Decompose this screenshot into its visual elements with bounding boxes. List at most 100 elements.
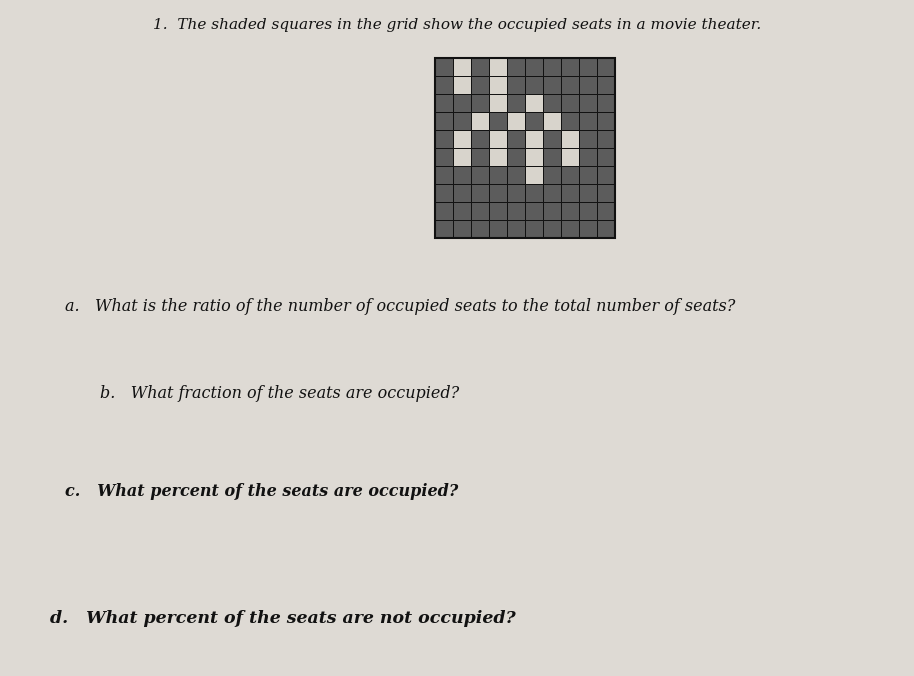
Bar <box>525 148 543 166</box>
Bar <box>507 220 525 238</box>
Bar <box>597 184 615 202</box>
Text: d.   What percent of the seats are not occupied?: d. What percent of the seats are not occ… <box>50 610 515 627</box>
Bar <box>471 202 489 220</box>
Bar <box>489 148 507 166</box>
Bar <box>489 220 507 238</box>
Text: 1.  The shaded squares in the grid show the occupied seats in a movie theater.: 1. The shaded squares in the grid show t… <box>153 18 761 32</box>
Bar <box>435 184 453 202</box>
Bar <box>579 130 597 148</box>
Bar <box>453 94 471 112</box>
Bar <box>579 166 597 184</box>
Bar <box>543 130 561 148</box>
Bar <box>435 220 453 238</box>
Bar <box>543 94 561 112</box>
Bar <box>525 184 543 202</box>
Bar <box>453 58 471 76</box>
Bar <box>525 94 543 112</box>
Bar <box>507 166 525 184</box>
Bar <box>489 76 507 94</box>
Bar <box>597 58 615 76</box>
Bar <box>597 112 615 130</box>
Bar <box>579 148 597 166</box>
Bar <box>597 166 615 184</box>
Bar <box>453 130 471 148</box>
Bar <box>597 202 615 220</box>
Bar <box>489 58 507 76</box>
Bar <box>543 184 561 202</box>
Bar <box>471 130 489 148</box>
Bar <box>435 94 453 112</box>
Bar <box>435 130 453 148</box>
Bar <box>579 76 597 94</box>
Bar <box>543 58 561 76</box>
Bar <box>543 202 561 220</box>
Bar <box>453 76 471 94</box>
Bar <box>561 94 579 112</box>
Bar <box>597 220 615 238</box>
Bar <box>543 148 561 166</box>
Bar <box>597 148 615 166</box>
Bar <box>453 166 471 184</box>
Bar <box>471 220 489 238</box>
Bar <box>507 130 525 148</box>
Bar <box>561 166 579 184</box>
Bar <box>579 112 597 130</box>
Bar <box>561 148 579 166</box>
Bar <box>453 184 471 202</box>
Bar <box>579 58 597 76</box>
Bar <box>453 148 471 166</box>
Bar <box>579 94 597 112</box>
Bar <box>435 112 453 130</box>
Bar <box>435 148 453 166</box>
Bar <box>489 112 507 130</box>
Bar <box>561 76 579 94</box>
Bar <box>579 184 597 202</box>
Bar <box>597 130 615 148</box>
Bar <box>543 112 561 130</box>
Bar <box>543 166 561 184</box>
Bar <box>507 94 525 112</box>
Bar <box>471 94 489 112</box>
Bar <box>543 220 561 238</box>
Bar <box>507 184 525 202</box>
Bar <box>489 130 507 148</box>
Bar <box>525 130 543 148</box>
Bar <box>471 166 489 184</box>
Bar <box>453 112 471 130</box>
Bar <box>561 58 579 76</box>
Bar <box>471 148 489 166</box>
Bar <box>435 166 453 184</box>
Bar <box>435 58 615 238</box>
Bar <box>525 166 543 184</box>
Text: b.   What fraction of the seats are occupied?: b. What fraction of the seats are occupi… <box>100 385 459 402</box>
Bar <box>471 184 489 202</box>
Text: c.   What percent of the seats are occupied?: c. What percent of the seats are occupie… <box>65 483 458 500</box>
Bar <box>507 148 525 166</box>
Bar <box>525 58 543 76</box>
Bar <box>561 202 579 220</box>
Bar <box>453 220 471 238</box>
Bar <box>471 76 489 94</box>
Bar <box>435 76 453 94</box>
Bar <box>597 94 615 112</box>
Bar <box>471 112 489 130</box>
Bar <box>489 94 507 112</box>
Bar <box>525 76 543 94</box>
Text: a.   What is the ratio of the number of occupied seats to the total number of se: a. What is the ratio of the number of oc… <box>65 298 736 315</box>
Bar <box>489 202 507 220</box>
Bar <box>525 112 543 130</box>
Bar <box>507 112 525 130</box>
Bar <box>597 76 615 94</box>
Bar <box>435 58 453 76</box>
Bar <box>525 220 543 238</box>
Bar <box>543 76 561 94</box>
Bar <box>489 184 507 202</box>
Bar <box>507 202 525 220</box>
Bar <box>579 202 597 220</box>
Bar <box>435 202 453 220</box>
Bar <box>525 202 543 220</box>
Bar <box>561 130 579 148</box>
Bar <box>453 202 471 220</box>
Bar <box>561 112 579 130</box>
Bar <box>489 166 507 184</box>
